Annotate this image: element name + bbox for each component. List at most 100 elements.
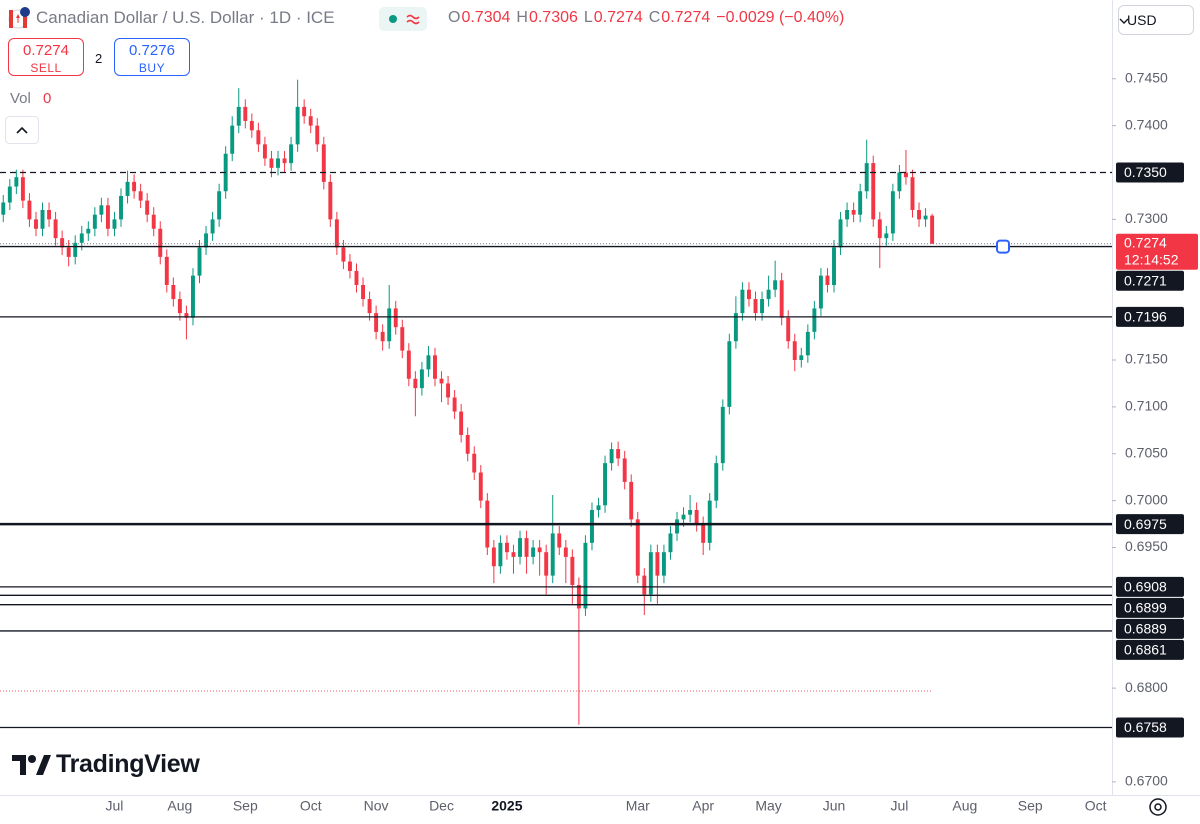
candle-body — [531, 547, 536, 557]
x-tick-label: Aug — [167, 798, 192, 814]
x-tick-label: Dec — [429, 798, 454, 814]
y-tick-label: 0.7150 — [1125, 351, 1168, 367]
candle-body — [269, 158, 274, 168]
candle-body — [282, 158, 287, 164]
candle-body — [347, 261, 352, 271]
candle-body — [498, 542, 503, 567]
candle-body — [465, 435, 470, 454]
candle-body — [14, 177, 19, 187]
level-label: 0.7350 — [1124, 164, 1167, 180]
x-tick-label: Oct — [300, 798, 322, 814]
candle-body — [714, 463, 719, 501]
price-change: −0.0029 (−0.40%) — [716, 9, 845, 26]
candle-body — [779, 280, 784, 318]
buy-price: 0.7276 — [129, 42, 175, 59]
candle-body — [675, 519, 679, 534]
candle-body — [727, 341, 732, 407]
logo-text: TradingView — [56, 750, 200, 778]
candle-body — [838, 219, 843, 248]
level-label-bg — [1116, 639, 1184, 660]
candle-body — [629, 481, 634, 520]
candle-body — [302, 106, 307, 117]
x-tick-label: Oct — [1085, 798, 1107, 814]
candle-body — [550, 533, 555, 576]
candle-body — [230, 125, 235, 154]
candle-body — [400, 327, 405, 351]
candle-body — [786, 317, 791, 342]
candle-body — [73, 242, 78, 257]
candle-body — [47, 210, 52, 220]
x-tick-label: Jul — [106, 798, 124, 814]
dropdown-chevron — [1119, 18, 1129, 24]
x-tick-label: 2025 — [491, 798, 522, 814]
level-label: 0.6758 — [1124, 719, 1167, 735]
collapse-button[interactable] — [5, 116, 39, 144]
candle-body — [387, 308, 392, 342]
candle-body — [393, 308, 398, 328]
candle-body — [439, 378, 444, 384]
settings-button[interactable] — [1146, 795, 1170, 819]
level-label-bg — [1116, 306, 1184, 327]
candle-body — [236, 106, 241, 126]
ohlc-key: L — [583, 9, 593, 26]
candle-body — [655, 552, 660, 576]
candle-body — [328, 181, 333, 220]
candle-body — [871, 163, 876, 220]
candle-body — [132, 181, 137, 192]
candle-body — [53, 219, 58, 239]
candle-body — [478, 472, 483, 501]
candle-body — [701, 524, 706, 543]
ohlc-value: 0.7306 — [528, 9, 578, 26]
candle-body — [851, 210, 856, 215]
candle-body — [341, 247, 346, 262]
candle-body — [204, 233, 209, 248]
candle-body — [7, 186, 12, 203]
currency-select[interactable]: USD — [1118, 5, 1194, 35]
candle-body — [733, 313, 738, 342]
candle-body — [249, 120, 254, 131]
candle-body — [334, 219, 339, 248]
candle-body — [472, 453, 477, 473]
candle-body — [262, 144, 267, 159]
candle-body — [570, 556, 575, 585]
y-tick-label: 0.6950 — [1125, 538, 1168, 554]
buy-button[interactable]: 0.7276 BUY — [114, 38, 190, 76]
candle-body — [1, 202, 6, 215]
drawing-handle — [996, 239, 1010, 254]
candle-body — [171, 285, 176, 300]
candle-body — [459, 411, 464, 435]
spread: 2 — [95, 51, 103, 66]
candle-body — [105, 205, 110, 229]
candle-body — [125, 181, 130, 196]
x-tick-label: Sep — [1018, 798, 1043, 814]
status-badge[interactable] — [379, 7, 427, 31]
last-price-label-bg — [1116, 233, 1198, 270]
currency-label: USD — [1127, 12, 1157, 28]
candle-body — [661, 552, 666, 576]
candle-body — [694, 510, 699, 525]
candle-body — [491, 547, 496, 567]
ohlc-value: 0.7274 — [661, 9, 711, 26]
candle-body — [276, 158, 280, 168]
candle-body — [112, 219, 117, 229]
candle-body — [877, 219, 882, 239]
y-tick-label: 0.7400 — [1125, 116, 1168, 132]
candle-body — [910, 177, 915, 210]
candle-body — [151, 214, 156, 229]
candle-body — [537, 547, 542, 553]
y-tick-label: 0.6800 — [1125, 679, 1168, 695]
candle-body — [760, 299, 765, 314]
candle-body — [576, 585, 581, 609]
candle-body — [158, 228, 163, 257]
sell-label: SELL — [30, 61, 62, 75]
sell-button[interactable]: 0.7274 SELL — [8, 38, 84, 76]
sell-price: 0.7274 — [23, 42, 69, 59]
candle-body — [27, 200, 32, 220]
candle-body — [930, 215, 935, 244]
level-label-bg — [1116, 162, 1184, 183]
candle-body — [504, 542, 509, 553]
level-label: 0.6861 — [1124, 642, 1167, 658]
logo-icon — [12, 755, 51, 775]
y-tick-label: 0.7100 — [1125, 398, 1168, 414]
candle-body — [511, 552, 516, 557]
